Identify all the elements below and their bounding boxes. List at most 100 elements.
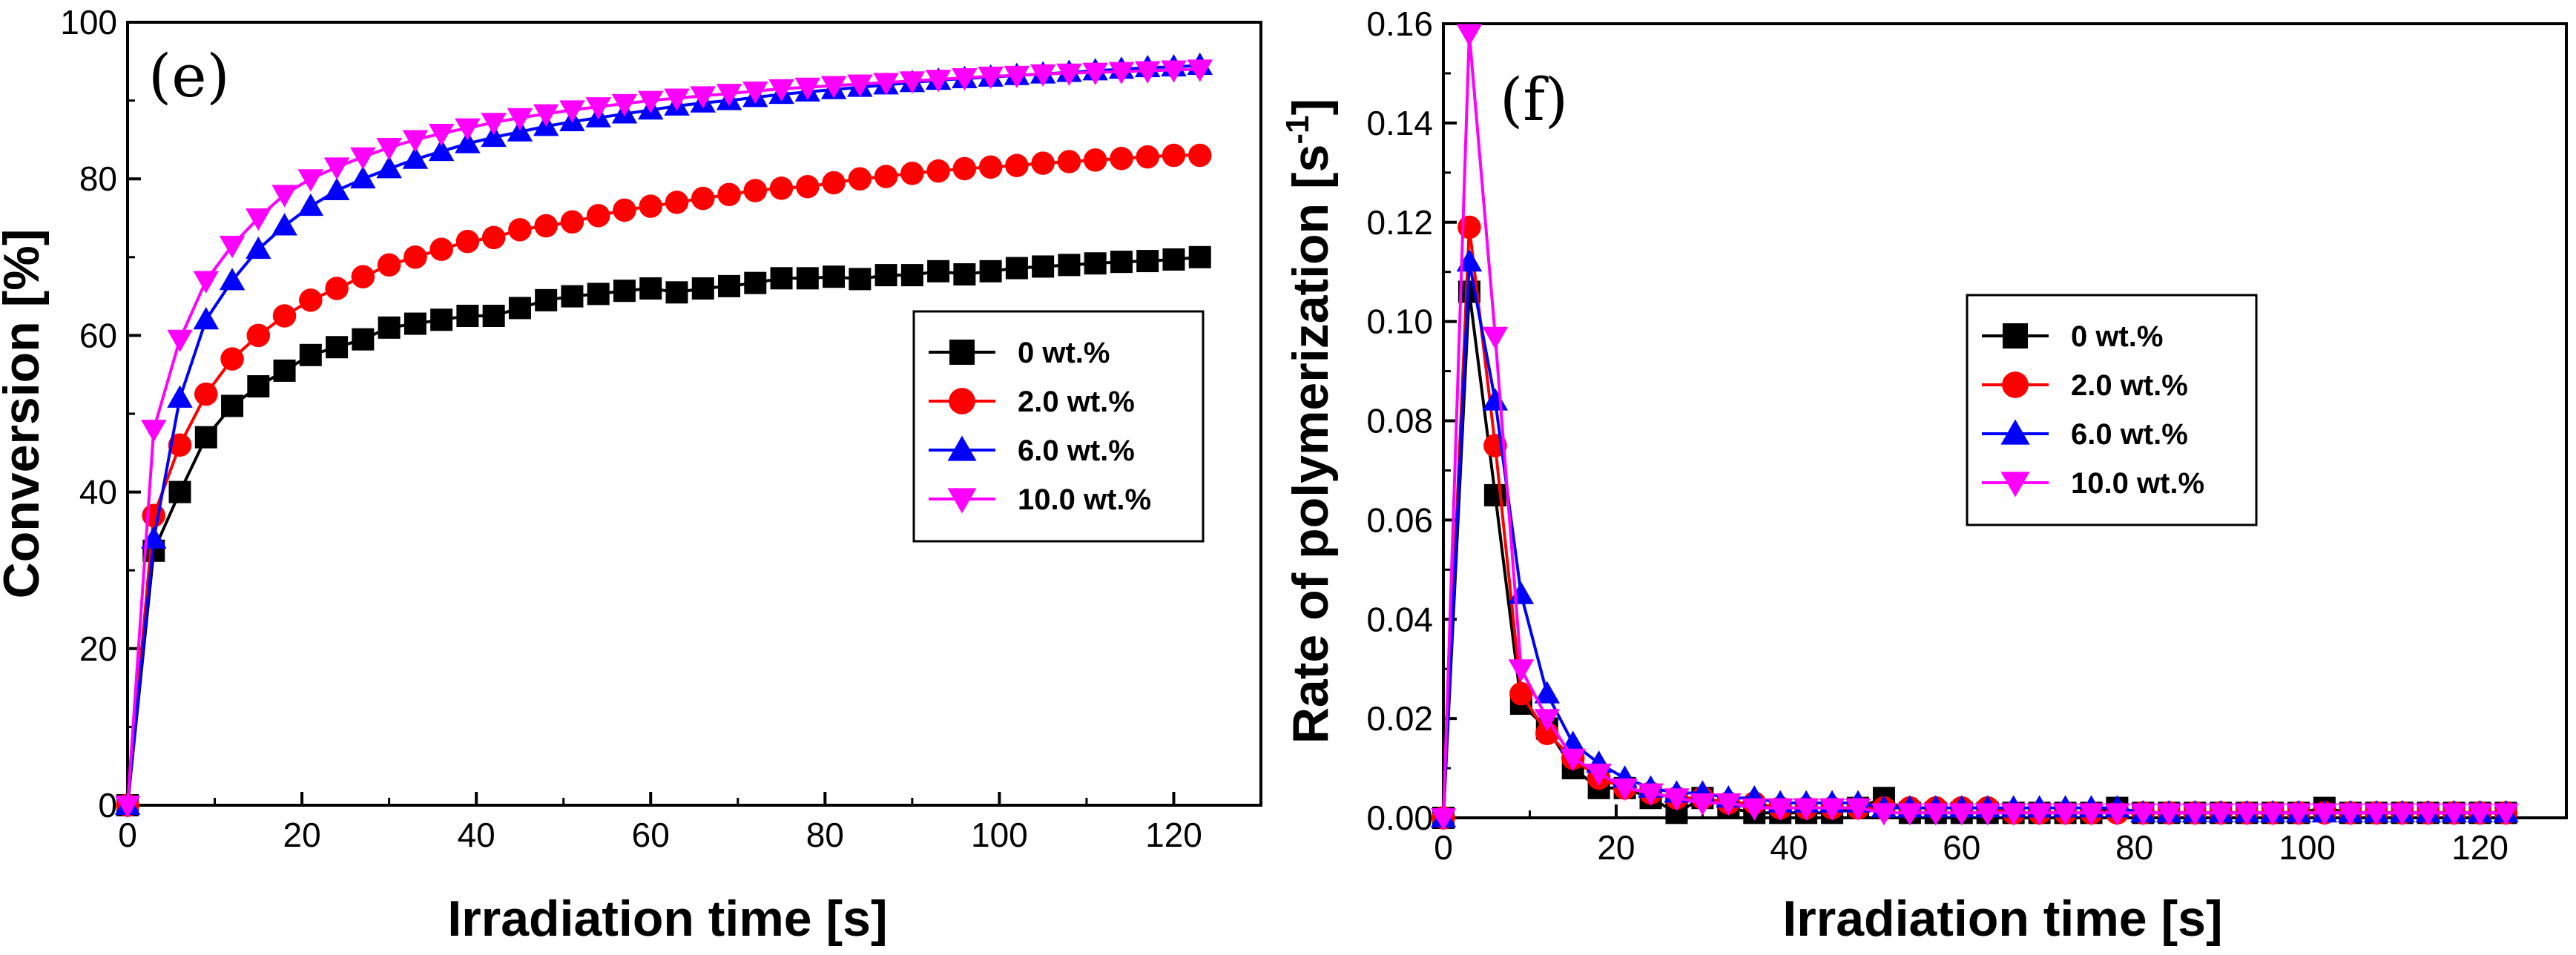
data-point <box>1082 62 1108 85</box>
data-point <box>1612 778 1638 802</box>
panel-e-chart: 0 20 40 60 80 100 120 0 20 40 60 80 100 Irradiation t… <box>0 3 1262 947</box>
data-point <box>874 264 897 287</box>
data-point <box>586 204 610 228</box>
data-point <box>1457 215 1481 239</box>
data-point <box>900 264 923 287</box>
y-axis-title: Rate of polymerization [s-1] <box>1279 99 1339 744</box>
data-point <box>481 225 506 250</box>
data-point <box>1456 24 1483 47</box>
data-point <box>1056 63 1082 86</box>
data-point <box>899 71 926 94</box>
legend-marker <box>947 435 977 461</box>
series-0-wt <box>116 245 1211 816</box>
data-point <box>873 73 899 96</box>
data-point <box>378 316 401 339</box>
data-point <box>534 214 558 238</box>
y-tick-label: 20 <box>79 629 117 668</box>
data-point <box>1534 681 1561 704</box>
data-point <box>1110 146 1133 171</box>
data-point <box>1949 803 1975 826</box>
legend-marker <box>2002 371 2029 398</box>
data-point <box>1057 150 1081 174</box>
legend-label: 10.0 wt.% <box>1018 483 1151 516</box>
y-tick-label: 0.00 <box>1366 799 1433 837</box>
legend-marker <box>949 388 975 414</box>
data-point <box>1030 64 1056 87</box>
y-axis-title: Conversion [%] <box>0 229 50 599</box>
data-point <box>1031 151 1055 175</box>
data-point <box>639 277 662 300</box>
x-tick-label: 120 <box>1145 816 1202 854</box>
data-point <box>587 282 610 305</box>
y-tick-label: 0.06 <box>1366 500 1433 539</box>
data-point <box>690 86 717 109</box>
data-point <box>430 308 453 331</box>
x-tick-label: 80 <box>2115 828 2153 867</box>
data-point <box>141 420 167 443</box>
data-point <box>455 229 480 254</box>
y-tick-label: 40 <box>79 473 117 512</box>
x-tick-label: 80 <box>806 816 844 854</box>
x-tick-label: 60 <box>632 816 670 854</box>
data-point <box>350 147 376 170</box>
data-point <box>1004 65 1030 89</box>
data-point <box>849 268 872 291</box>
data-point <box>247 375 270 398</box>
data-point <box>297 169 324 192</box>
data-point <box>193 271 220 294</box>
data-point <box>796 175 820 199</box>
data-point <box>1897 803 1923 826</box>
y-tick-label: 60 <box>79 316 117 354</box>
data-point <box>1767 798 1793 821</box>
data-point <box>1136 145 1159 169</box>
data-point <box>272 304 297 328</box>
y-tick-label: 0.08 <box>1366 402 1433 440</box>
data-point <box>823 265 846 288</box>
data-point <box>167 385 193 408</box>
data-point <box>561 285 584 308</box>
data-point <box>1508 581 1535 604</box>
data-point <box>1005 153 1029 177</box>
data-point <box>1560 748 1586 771</box>
legend-marker <box>949 340 975 365</box>
data-point <box>376 138 402 161</box>
data-point <box>639 194 662 218</box>
data-point <box>350 165 376 189</box>
data-point <box>770 267 793 290</box>
data-point <box>323 177 350 200</box>
data-point <box>794 77 821 100</box>
data-point <box>428 124 455 147</box>
data-point <box>585 97 611 120</box>
y-tick-label: 0.10 <box>1366 303 1433 341</box>
data-point <box>559 100 585 123</box>
legend-label: 0 wt.% <box>1018 337 1110 369</box>
data-point <box>874 165 898 188</box>
data-point <box>637 90 664 113</box>
data-point <box>1161 60 1187 83</box>
data-point <box>1134 61 1161 84</box>
data-point <box>323 157 350 180</box>
series-10-0-wt <box>114 59 1213 819</box>
data-point <box>664 88 690 111</box>
data-point <box>194 382 218 406</box>
data-point <box>1084 252 1107 275</box>
data-point <box>2026 803 2052 826</box>
data-point <box>482 305 505 327</box>
data-point <box>2207 803 2234 826</box>
y-tick-label: 0.16 <box>1366 4 1433 43</box>
data-point <box>1742 798 1768 821</box>
legend-label: 6.0 wt.% <box>1018 434 1135 467</box>
data-point <box>900 162 924 185</box>
x-tick-label: 100 <box>2279 828 2336 867</box>
data-point <box>2467 803 2493 826</box>
data-point <box>1793 798 1819 821</box>
data-point <box>2181 803 2208 826</box>
data-point <box>481 113 507 136</box>
data-point <box>718 274 741 297</box>
y-tick-label: 0.04 <box>1366 600 1433 638</box>
x-axis-title: Irradiation time [s] <box>1782 890 2222 947</box>
data-point <box>926 159 950 183</box>
x-axis-title: Irradiation time [s] <box>447 890 887 947</box>
data-point <box>768 79 794 102</box>
